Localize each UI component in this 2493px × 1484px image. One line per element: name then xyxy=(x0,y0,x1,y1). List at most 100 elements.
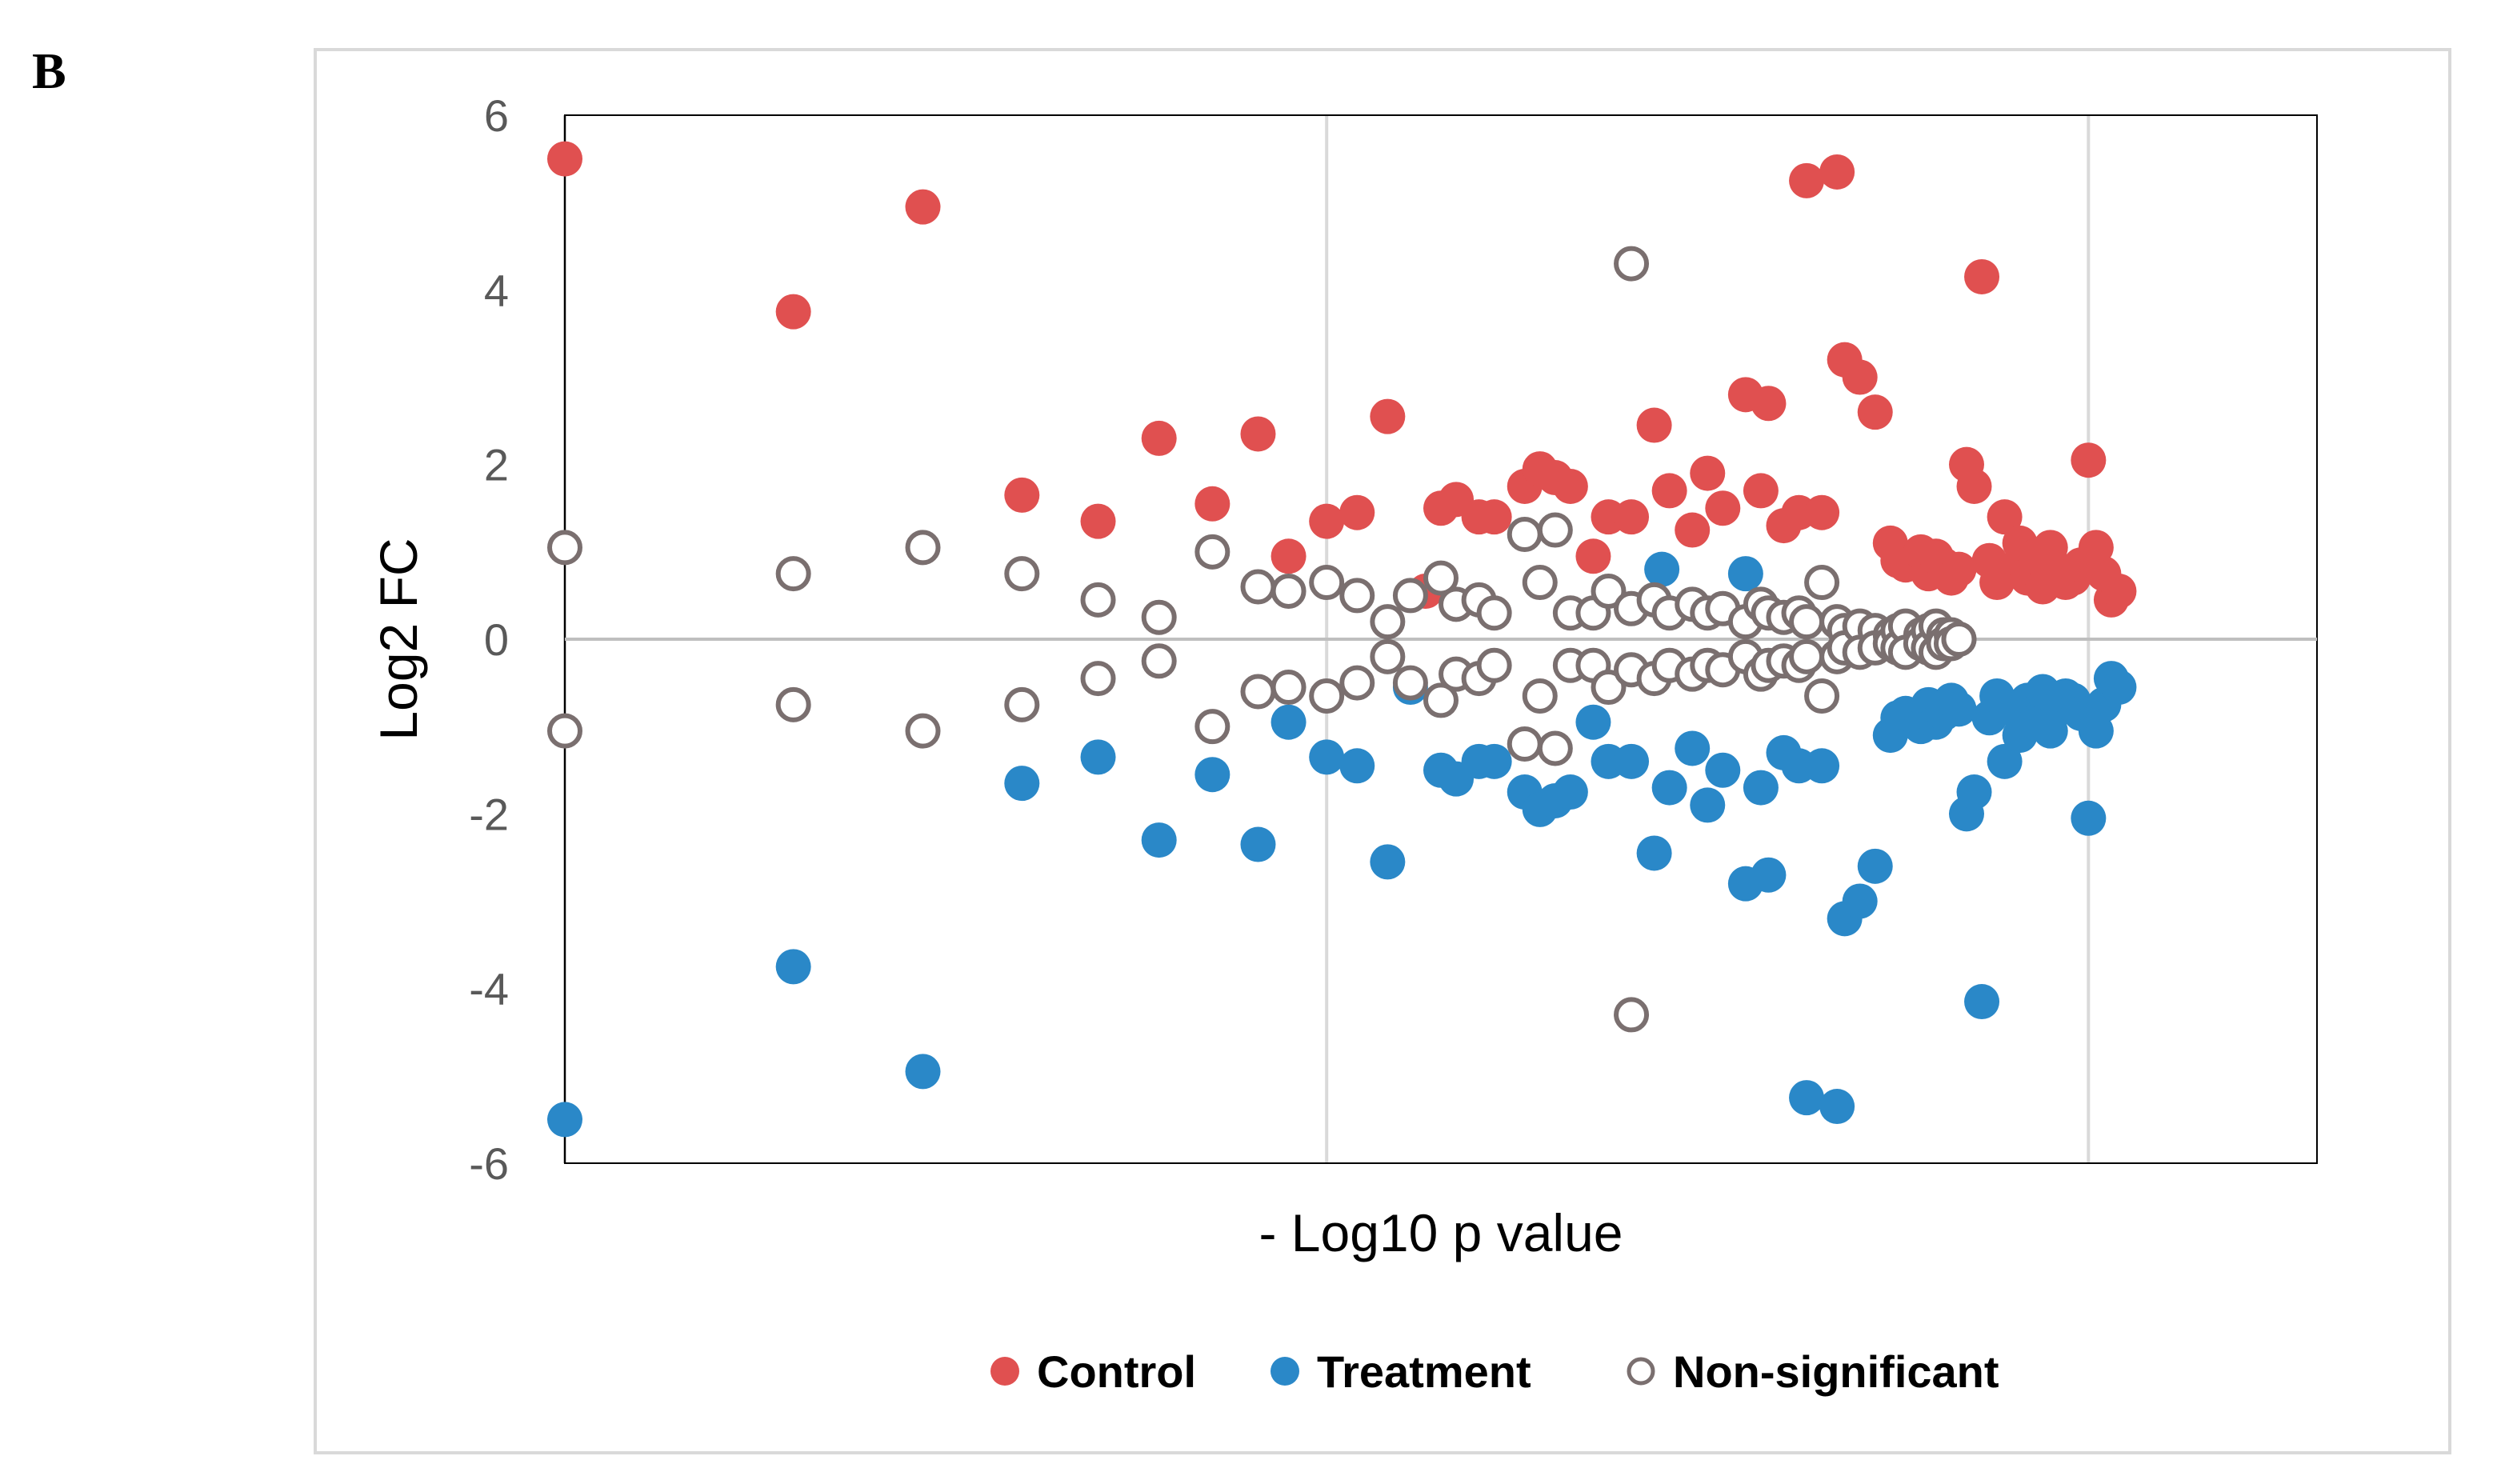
data-point-control xyxy=(1705,490,1741,526)
y-tick-labels: 6 4 2 0 -2 -4 -6 xyxy=(469,90,509,1189)
data-point-non-significant xyxy=(1240,674,1276,710)
data-point-non-significant xyxy=(1614,246,1650,282)
data-point-control xyxy=(1309,503,1345,539)
legend-label: Treatment xyxy=(1317,1346,1531,1397)
data-point-control xyxy=(1552,468,1588,504)
legend-marker-non-significant xyxy=(1627,1357,1655,1386)
data-point-non-significant xyxy=(1271,573,1307,609)
y-tick-label: 6 xyxy=(484,90,509,141)
data-point-non-significant xyxy=(1423,560,1459,596)
data-point-treatment xyxy=(1789,1080,1825,1116)
data-point-treatment xyxy=(1941,691,1977,727)
data-point-non-significant xyxy=(1423,682,1459,718)
data-point-control xyxy=(1240,416,1276,452)
data-point-non-significant xyxy=(1080,661,1116,697)
data-point-non-significant xyxy=(1789,604,1825,640)
data-point-non-significant xyxy=(1614,997,1650,1033)
data-point-treatment xyxy=(1743,770,1779,806)
data-point-treatment xyxy=(1964,984,2000,1020)
data-point-treatment xyxy=(1309,739,1345,775)
data-point-control xyxy=(1751,386,1787,422)
data-point-treatment xyxy=(1194,757,1230,793)
data-point-treatment xyxy=(2101,670,2137,706)
data-point-non-significant xyxy=(1522,678,1558,714)
data-point-control xyxy=(775,294,811,330)
data-point-control xyxy=(1842,359,1878,395)
data-point-treatment xyxy=(1644,551,1680,587)
data-point-control xyxy=(1339,494,1375,530)
chart-frame: 6 4 2 0 -2 -4 -6 Log2 FC - Log10 p value Contr… xyxy=(314,48,2451,1454)
data-point-treatment xyxy=(1690,787,1726,823)
panel-label: B xyxy=(32,42,66,99)
data-point-non-significant xyxy=(1591,670,1627,706)
data-point-non-significant xyxy=(1392,578,1428,614)
data-point-non-significant xyxy=(1804,678,1840,714)
data-point-non-significant xyxy=(1522,565,1558,601)
data-point-non-significant xyxy=(905,530,941,566)
data-point-control xyxy=(1987,499,2023,535)
data-point-non-significant xyxy=(1537,512,1573,548)
data-point-non-significant xyxy=(1240,569,1276,605)
data-point-non-significant xyxy=(1339,578,1375,614)
legend-label: Non-significant xyxy=(1673,1346,1999,1397)
data-point-non-significant xyxy=(1591,573,1627,609)
data-point-treatment xyxy=(775,949,811,985)
data-point-non-significant xyxy=(1392,665,1428,701)
data-point-treatment xyxy=(1339,748,1375,784)
data-point-control xyxy=(1743,473,1779,509)
data-point-treatment xyxy=(1240,826,1276,862)
data-point-control xyxy=(1819,154,1855,190)
data-point-control xyxy=(547,141,582,177)
data-point-control xyxy=(1141,420,1177,456)
data-point-treatment xyxy=(1705,752,1741,788)
y-tick-label: 4 xyxy=(484,265,509,315)
data-point-non-significant xyxy=(775,556,811,592)
data-point-control xyxy=(1675,512,1711,548)
data-point-control xyxy=(1194,486,1230,522)
data-point-non-significant xyxy=(1004,686,1040,722)
data-point-treatment xyxy=(1956,774,1992,810)
data-point-non-significant xyxy=(1789,638,1825,674)
data-point-control xyxy=(1476,499,1512,535)
data-point-treatment xyxy=(1370,844,1406,880)
data-point-treatment xyxy=(1141,822,1177,858)
data-point-treatment xyxy=(1476,743,1512,779)
data-point-non-significant xyxy=(1804,565,1840,601)
data-point-treatment xyxy=(1651,770,1687,806)
data-point-non-significant xyxy=(1271,670,1307,706)
data-point-non-significant xyxy=(1537,730,1573,766)
data-point-non-significant xyxy=(1309,565,1345,601)
data-point-treatment xyxy=(1575,704,1611,740)
data-point-control xyxy=(1004,477,1040,513)
data-point-non-significant xyxy=(1370,604,1406,640)
data-point-treatment xyxy=(1819,1089,1855,1125)
legend-label: Control xyxy=(1037,1346,1196,1397)
data-point-treatment xyxy=(1080,739,1116,775)
data-point-non-significant xyxy=(905,713,941,749)
data-point-control xyxy=(1690,455,1726,491)
data-point-non-significant xyxy=(1941,622,1977,657)
data-point-non-significant xyxy=(1309,678,1345,714)
legend: Control Treatment Non-significant xyxy=(990,1346,1999,1397)
y-tick-label: -4 xyxy=(469,964,509,1014)
data-point-non-significant xyxy=(1080,582,1116,618)
data-point-treatment xyxy=(905,1054,941,1090)
data-point-control xyxy=(1964,258,2000,294)
data-point-control xyxy=(1575,538,1611,574)
data-point-non-significant xyxy=(1476,647,1512,683)
data-point-treatment xyxy=(1857,848,1893,884)
data-point-non-significant xyxy=(547,713,582,749)
data-point-treatment xyxy=(1552,774,1588,810)
data-point-control xyxy=(1789,162,1825,198)
y-tick-label: -6 xyxy=(469,1138,509,1189)
y-tick-label: 0 xyxy=(484,614,509,665)
data-point-control xyxy=(1804,494,1840,530)
data-point-treatment xyxy=(1271,704,1307,740)
data-point-control xyxy=(2101,573,2137,609)
data-point-treatment xyxy=(1614,743,1650,779)
data-point-control xyxy=(1271,538,1307,574)
data-point-control xyxy=(1857,394,1893,430)
data-point-non-significant xyxy=(1476,595,1512,631)
data-point-treatment xyxy=(1987,743,2023,779)
data-point-control xyxy=(1651,473,1687,509)
